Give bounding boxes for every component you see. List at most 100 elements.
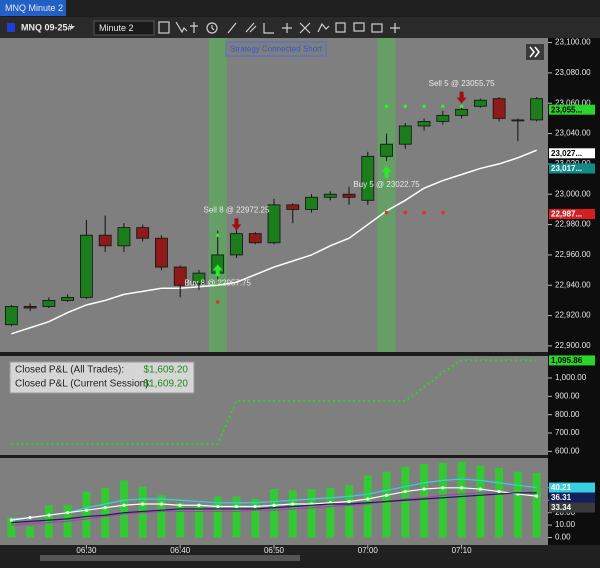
candle-body: [98, 234, 112, 247]
stop-dots: [215, 300, 220, 304]
indicator-line: [11, 492, 537, 524]
link-button[interactable]: [7, 23, 15, 32]
histogram-bar: [326, 487, 335, 538]
stop-dots: [384, 210, 389, 215]
indicator-dot: [366, 497, 370, 501]
sma-line: [11, 149, 537, 335]
price-marker-label: 36.31: [551, 493, 572, 502]
pnl-label: Closed P&L (All Trades):: [15, 365, 124, 376]
indicator-dot: [103, 506, 107, 510]
y-tick-label: 23,000.00: [555, 189, 591, 198]
x-tick-label: 06:30: [76, 546, 97, 555]
title-bar: [0, 0, 600, 16]
histogram-bar: [232, 496, 241, 538]
histogram-bar: [82, 491, 91, 538]
target-dots: [403, 104, 408, 109]
price-marker-label: 23,055...: [551, 105, 582, 114]
y-tick-label: 1,000.00: [555, 373, 587, 382]
candle-body: [530, 98, 544, 121]
status-text: Strategy Connected Short: [230, 45, 323, 54]
candle-body: [492, 98, 506, 119]
panel-candlestick: 23,100.00 23,080.00 23,060.00 23,040.00 23,0…: [4, 38, 595, 555]
scrollbar-thumb[interactable]: [40, 555, 300, 561]
expand-button[interactable]: [526, 44, 544, 60]
y-tick-label: 23,100.00: [555, 38, 591, 47]
toolbar-icons[interactable]: [158, 21, 400, 34]
histogram-bar: [457, 461, 466, 538]
sell-arrow: [456, 91, 467, 104]
candle-body: [361, 155, 375, 201]
histogram-bar: [363, 475, 372, 538]
candle-body: [80, 234, 93, 298]
target-dots: [459, 104, 464, 109]
histogram-bar: [307, 489, 316, 538]
y-tick-label: 22,980.00: [555, 220, 591, 229]
y-tick-label: 22,940.00: [555, 280, 591, 289]
toolbar: [0, 17, 600, 38]
expand-icon: [529, 46, 540, 58]
y-tick-label: 10.00: [555, 520, 576, 529]
buy-arrow: [212, 264, 223, 277]
histogram-bar: [270, 489, 278, 538]
histogram-bar: [194, 505, 203, 538]
price-marker: [549, 104, 595, 115]
y-tick-label: 23,060.00: [555, 98, 591, 107]
window-tab[interactable]: [0, 0, 66, 16]
y-tick-label: 800.00: [555, 410, 580, 419]
trade-label: Buy 5 @ 23022.75: [353, 180, 420, 189]
y-tick-label: 0.00: [555, 533, 571, 542]
histogram-bar: [401, 466, 410, 538]
candle-body: [117, 227, 131, 247]
indicator-dot: [403, 489, 407, 494]
histogram-bar: [382, 471, 391, 538]
indicator-dot: [478, 487, 482, 491]
histogram-bar: [345, 485, 354, 538]
histogram-bar: [251, 499, 260, 538]
candle-body: [286, 204, 300, 210]
histogram-bar: [532, 472, 541, 538]
target-dots: [422, 104, 426, 109]
indicator-dot: [422, 487, 426, 491]
price-marker-label: 40.21: [551, 483, 572, 492]
candle-body: [417, 121, 431, 127]
price-marker: [549, 492, 595, 503]
status-box: [225, 41, 327, 57]
x-tick-label: 06:40: [170, 546, 191, 555]
trade-label: Sell 5 @ 23055.75: [429, 79, 495, 88]
target-dots: [441, 104, 445, 109]
x-tick-label: 06:50: [264, 546, 285, 555]
candle-body: [455, 108, 468, 116]
candle-body: [42, 300, 56, 307]
pnl-line: [11, 359, 537, 445]
candle-body: [323, 193, 337, 198]
candle-body: [267, 204, 281, 244]
price-marker: [549, 163, 595, 174]
histogram-bar: [438, 462, 447, 538]
price-marker-label: 22,987...: [551, 210, 582, 219]
indicator-dot: [178, 503, 182, 507]
interval-box[interactable]: [93, 20, 155, 36]
indicator-dot: [66, 511, 70, 515]
candle-body: [23, 306, 37, 309]
pnl-value: $1,609.20: [144, 365, 189, 376]
price-marker-label: 33.34: [551, 503, 572, 512]
target-dots: [215, 233, 220, 237]
price-marker: [549, 148, 595, 159]
dropdown-arrow[interactable]: [69, 26, 75, 29]
candle-body: [436, 114, 450, 122]
x-tick-label: 07:00: [358, 546, 379, 555]
y-tick-label: 22,960.00: [555, 250, 591, 259]
interval-selector[interactable]: Minute 2: [99, 23, 134, 33]
candle-body: [248, 233, 262, 244]
indicator-dot: [216, 504, 220, 509]
indicator-dot: [159, 502, 164, 506]
indicator-dot: [197, 503, 201, 507]
histogram-bar: [119, 480, 128, 538]
histogram-bar: [157, 495, 166, 538]
price-panel: [0, 38, 548, 352]
price-marker: [549, 208, 595, 219]
instrument-selector[interactable]: MNQ 09-25#: [21, 22, 73, 32]
indicator-dot: [141, 502, 145, 506]
candle-body: [173, 266, 187, 286]
